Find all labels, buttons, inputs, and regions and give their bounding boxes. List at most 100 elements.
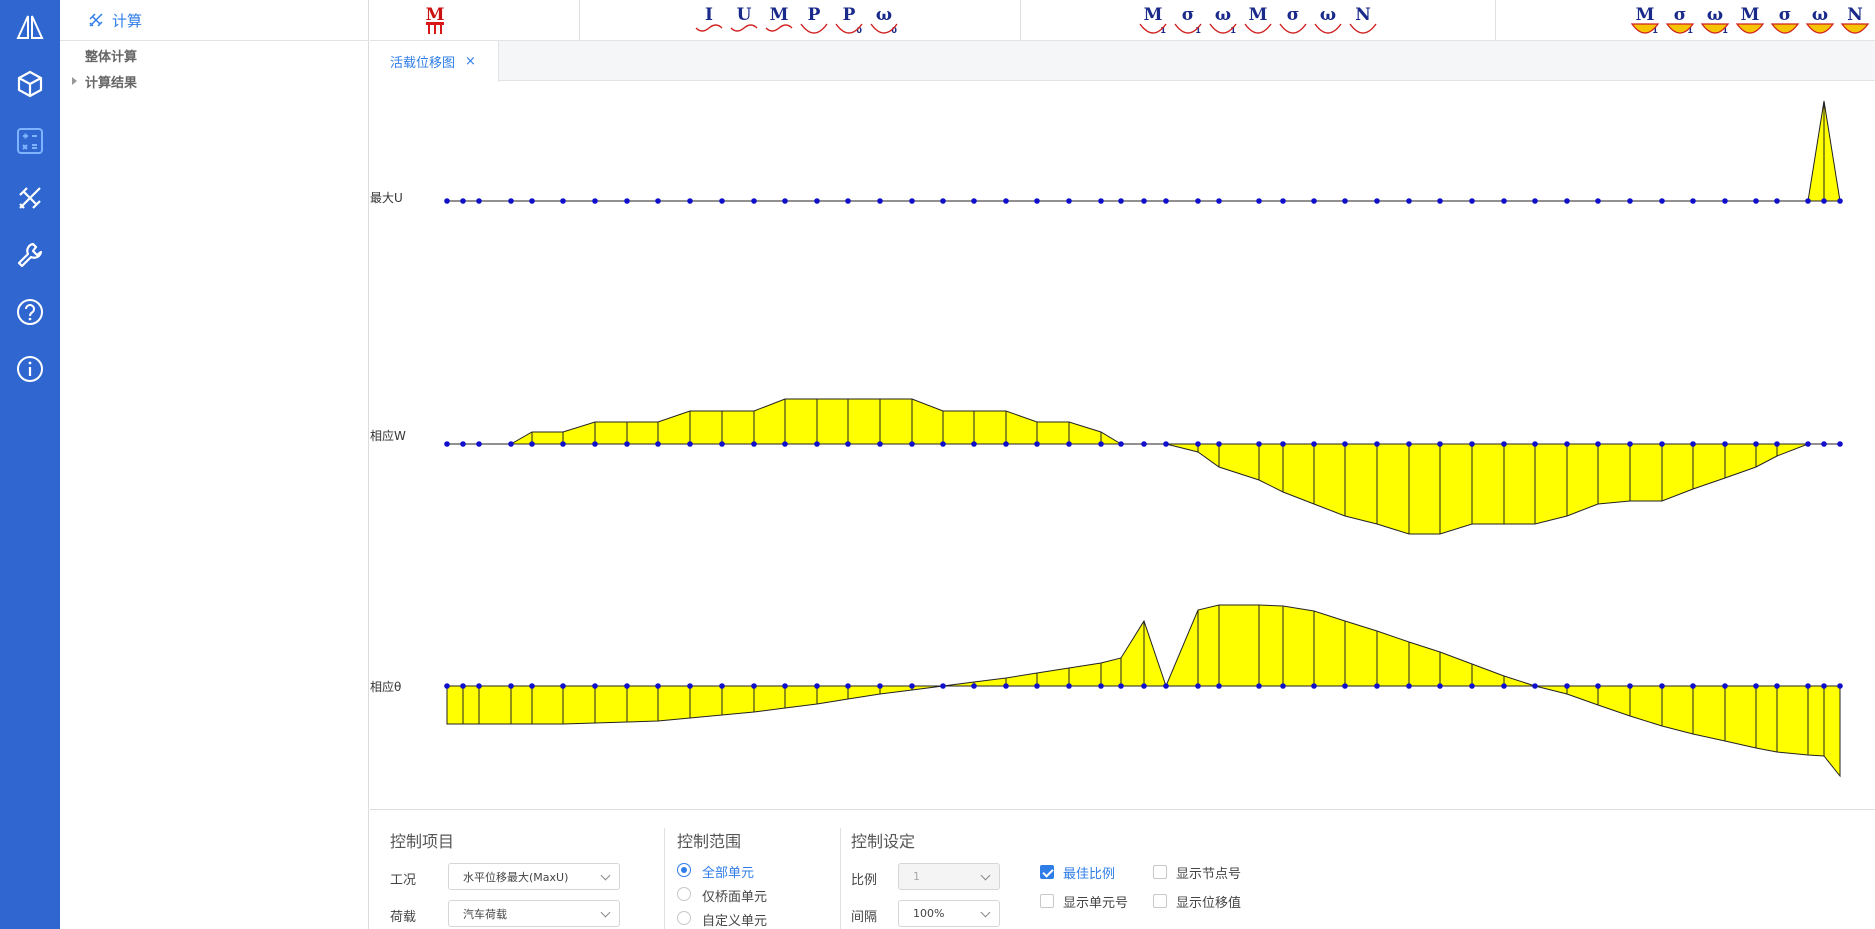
curve-icon: [1279, 23, 1307, 34]
toolbar-button-3-7[interactable]: N: [1348, 4, 1378, 37]
max-u-node: [1163, 198, 1169, 204]
toolbar-button-3-6[interactable]: ω: [1313, 4, 1343, 37]
curve-icon: [730, 24, 758, 32]
checkbox-show-displacement[interactable]: [1153, 894, 1167, 908]
max-u-node: [1437, 198, 1443, 204]
resp-w-node: [940, 441, 946, 447]
expand-arrow-icon[interactable]: [72, 77, 77, 85]
tree-header[interactable]: 计算: [60, 0, 368, 41]
interval-select[interactable]: 100%: [898, 900, 1000, 927]
tab-live-load-displacement[interactable]: 活载位移图 ×: [370, 41, 499, 82]
resp-w-node: [1311, 441, 1317, 447]
cube-icon[interactable]: [13, 67, 47, 101]
resp-theta-node: [1595, 683, 1601, 689]
toolbar-button-subscript: 0: [891, 26, 897, 35]
plot-canvas: [444, 100, 1843, 778]
help-icon[interactable]: [13, 295, 47, 329]
toolbar-button-subscript: 1: [1230, 26, 1236, 35]
toolbar-button-2-1[interactable]: I: [694, 4, 724, 37]
resp-theta-node: [1722, 683, 1728, 689]
resp-w-node: [1821, 441, 1827, 447]
checkbox-show-node-no[interactable]: [1153, 865, 1167, 879]
toolbar-button-3-5[interactable]: σ: [1278, 4, 1308, 37]
close-icon[interactable]: ×: [465, 54, 476, 69]
tree-header-label: 计算: [112, 11, 143, 30]
resp-w-node: [1501, 441, 1507, 447]
resp-w-node: [1690, 441, 1696, 447]
resp-w-node: [476, 441, 482, 447]
row-label-w: 相应W: [370, 429, 406, 443]
toolbar-button-2-4[interactable]: P: [799, 4, 829, 37]
resp-theta-node: [1659, 683, 1665, 689]
toolbar-button-4-7[interactable]: N: [1840, 4, 1870, 37]
toolbar-button-2-3[interactable]: M: [764, 4, 794, 37]
curve-icon: [1244, 23, 1272, 34]
checkbox-show-node-no-label[interactable]: 显示节点号: [1176, 867, 1242, 882]
radio-deck-elements-label[interactable]: 仅桥面单元: [702, 890, 768, 905]
design-tools-icon[interactable]: [13, 181, 47, 215]
envelope-curve-icon: [1630, 23, 1660, 34]
checkbox-best-scale[interactable]: [1040, 865, 1054, 879]
resp-w-node: [1774, 441, 1780, 447]
toolbar-button-4-4[interactable]: M: [1735, 4, 1765, 37]
max-u-node: [1216, 198, 1222, 204]
tree-item-calc-results[interactable]: 计算结果: [72, 72, 137, 91]
divider: [664, 828, 665, 929]
resp-theta-node: [1564, 683, 1570, 689]
resp-theta-node: [1690, 683, 1696, 689]
checkbox-show-element-no[interactable]: [1040, 894, 1054, 908]
radio-all-elements-label[interactable]: 全部单元: [702, 866, 755, 881]
curve-icon: [1314, 23, 1342, 34]
radio-custom-elements[interactable]: [677, 911, 691, 925]
radio-deck-elements[interactable]: [677, 887, 691, 901]
resp-w-node: [1374, 441, 1380, 447]
resp-theta-node: [1805, 683, 1811, 689]
calculator-icon[interactable]: [13, 124, 47, 158]
curve-icon: [835, 23, 863, 34]
resp-theta-node: [1163, 683, 1169, 689]
row-label-theta: 相应θ: [370, 680, 402, 694]
load-select[interactable]: 汽车荷载: [448, 900, 620, 927]
checkbox-show-element-no-label[interactable]: 显示单元号: [1063, 896, 1129, 911]
resp-theta-node: [560, 683, 566, 689]
toolbar-button-label: P: [807, 5, 821, 25]
checkbox-best-scale-label[interactable]: 最佳比例: [1063, 867, 1116, 882]
resp-w-node: [1066, 441, 1072, 447]
radio-all-elements[interactable]: [677, 863, 691, 877]
support-icon: [426, 22, 444, 34]
resp-w-node: [782, 441, 788, 447]
max-u-node: [1280, 198, 1286, 204]
toolbar-button-2-2[interactable]: U: [729, 4, 759, 37]
resp-w-node: [1098, 441, 1104, 447]
toolbar-button-3-4[interactable]: M: [1243, 4, 1273, 37]
row-label-max-u: 最大U: [370, 191, 403, 205]
resp-w-node: [1469, 441, 1475, 447]
info-icon[interactable]: [13, 352, 47, 386]
toolbar-button-label: ω: [1319, 5, 1337, 25]
curve-icon: [800, 23, 828, 34]
scale-select[interactable]: 1: [898, 863, 1000, 890]
tree-item-overall-calc[interactable]: 整体计算: [85, 46, 137, 65]
resp-w-node: [1216, 441, 1222, 447]
curve-icon: [765, 24, 793, 32]
toolbar-button-4-6[interactable]: ω: [1805, 4, 1835, 37]
checkbox-show-displacement-label[interactable]: 显示位移值: [1176, 896, 1242, 911]
case-select[interactable]: 水平位移最大(MaxU): [448, 863, 620, 890]
toolbar-button-4-5[interactable]: σ: [1770, 4, 1800, 37]
resp-w-node: [460, 441, 466, 447]
wrench-icon[interactable]: [13, 238, 47, 272]
resp-theta-node: [1256, 683, 1262, 689]
toolbar-button-1-1[interactable]: M: [420, 4, 450, 37]
control-settings-title: 控制设定: [851, 832, 916, 851]
bridge-logo-icon[interactable]: [13, 10, 47, 44]
radio-custom-elements-label[interactable]: 自定义单元: [702, 914, 768, 929]
